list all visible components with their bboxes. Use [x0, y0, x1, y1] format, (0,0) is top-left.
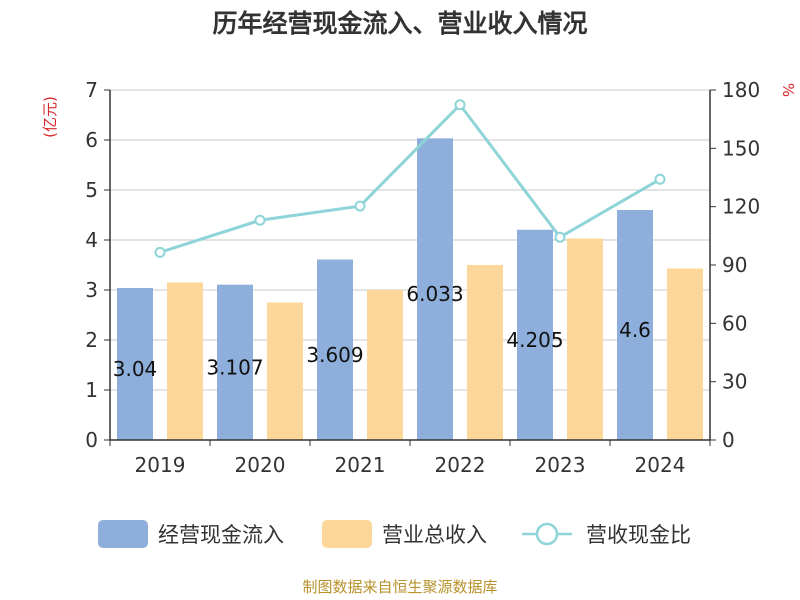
- bar-revenue: [267, 302, 303, 440]
- bar-revenue: [467, 265, 503, 440]
- x-tick-label: 2023: [535, 453, 586, 477]
- bar-cash-inflow: [617, 210, 653, 440]
- x-tick-label: 2019: [135, 453, 186, 477]
- left-tick-label: 7: [85, 78, 98, 102]
- data-label: 3.609: [306, 343, 363, 367]
- right-tick-label: 0: [722, 428, 735, 452]
- ratio-point: [454, 99, 466, 111]
- right-tick-label: 150: [722, 136, 760, 160]
- right-tick-label: 180: [722, 78, 760, 102]
- ratio-line-path: [159, 102, 661, 254]
- bar-revenue: [667, 268, 703, 440]
- legend-swatch: [322, 520, 372, 548]
- chart-title: 历年经营现金流入、营业收入情况: [212, 9, 587, 38]
- bars: [117, 138, 703, 440]
- left-tick-label: 0: [85, 428, 98, 452]
- x-tick-label: 2021: [335, 453, 386, 477]
- legend-swatch: [98, 520, 148, 548]
- ratio-line: [154, 99, 666, 258]
- legend-label: 经营现金流入: [158, 523, 284, 547]
- right-axis-unit: %: [779, 83, 797, 97]
- bar-cash-inflow: [117, 288, 153, 440]
- data-label: 4.6: [619, 318, 651, 342]
- left-tick-label: 5: [85, 178, 98, 202]
- axes: 0 1 2 3 4 5 6 7 0 30 60 90 120 150 180 2019 2020 2021 2022…: [85, 78, 760, 477]
- ratio-point: [254, 214, 266, 226]
- x-tick-label: 2020: [235, 453, 286, 477]
- data-label: 3.107: [206, 355, 263, 379]
- left-tick-label: 2: [85, 328, 98, 352]
- gridlines: [110, 89, 710, 391]
- x-tick-label: 2022: [435, 453, 486, 477]
- bar-revenue: [567, 238, 603, 440]
- data-labels: 3.04 3.107 3.609 6.033 4.205 4.6: [113, 282, 651, 381]
- legend: 经营现金流入 营业总收入 营收现金比: [98, 520, 691, 548]
- bar-revenue: [367, 290, 403, 440]
- right-tick-label: 90: [722, 253, 747, 277]
- left-tick-label: 1: [85, 378, 98, 402]
- ratio-point: [154, 246, 166, 258]
- legend-label: 营收现金比: [586, 523, 691, 547]
- data-label: 6.033: [406, 282, 463, 306]
- bar-cash-inflow: [217, 284, 253, 440]
- right-tick-label: 60: [722, 311, 747, 335]
- ratio-point: [554, 231, 566, 243]
- ratio-point: [354, 200, 366, 212]
- source-note: 制图数据来自恒生聚源数据库: [302, 578, 497, 596]
- ratio-point: [654, 173, 666, 185]
- bar-cash-inflow: [417, 138, 453, 440]
- right-tick-label: 120: [722, 195, 760, 219]
- left-axis-unit: (亿元): [41, 96, 59, 138]
- data-label: 4.205: [506, 328, 563, 352]
- left-tick-label: 6: [85, 128, 98, 152]
- bar-cash-inflow: [517, 229, 553, 440]
- left-tick-label: 3: [85, 278, 98, 302]
- right-tick-label: 30: [722, 370, 747, 394]
- left-tick-label: 4: [85, 228, 98, 252]
- legend-marker: [535, 522, 559, 546]
- legend-label: 营业总收入: [382, 523, 487, 547]
- x-tick-label: 2024: [635, 453, 686, 477]
- bar-cash-inflow: [317, 259, 353, 440]
- data-label: 3.04: [113, 357, 158, 381]
- bar-revenue: [167, 282, 203, 440]
